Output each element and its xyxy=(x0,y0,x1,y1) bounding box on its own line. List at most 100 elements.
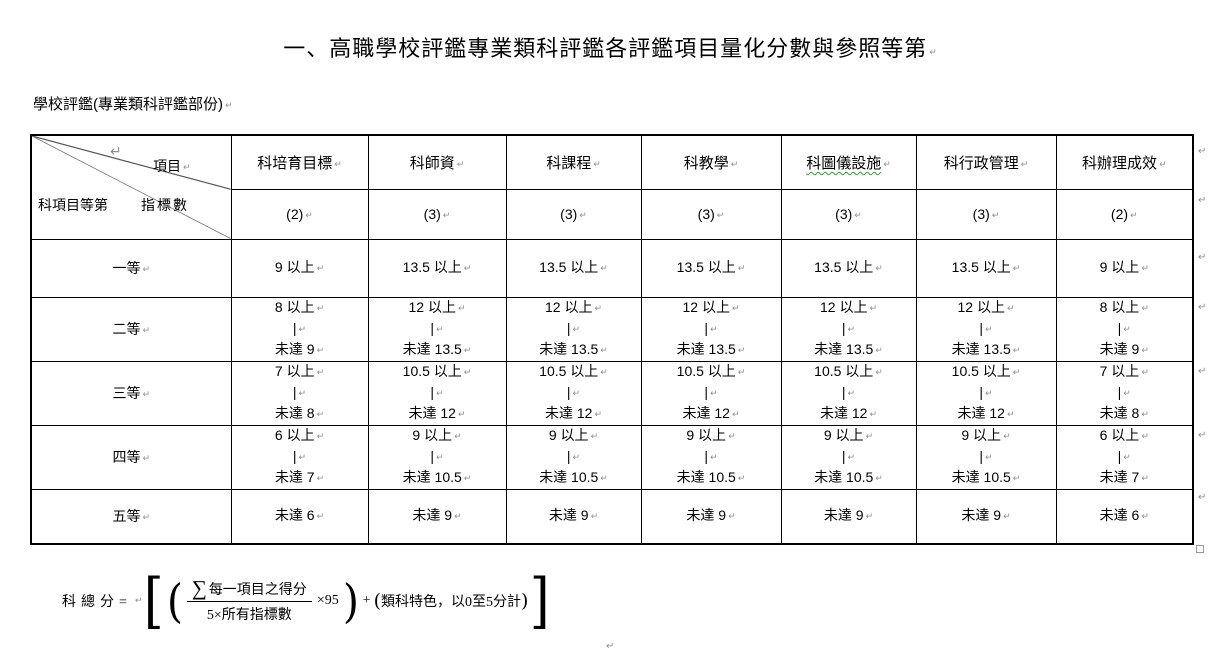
score-range-line: 9 以上 ↵ xyxy=(1057,258,1193,279)
column-header-label: 科師資 xyxy=(409,154,455,172)
score-range-line: 未達 13.5 ↵ xyxy=(642,340,781,361)
score-range-line: 9 以上 ↵ xyxy=(782,426,916,447)
score-range-line: 未達 8 ↵ xyxy=(232,404,368,425)
score-range-line: 12 以上 ↵ xyxy=(782,298,916,319)
paragraph-mark: ↵ xyxy=(710,388,718,399)
paragraph-mark: ↵ xyxy=(737,367,746,378)
column-header-label: 科培育目標 xyxy=(257,154,333,172)
score-range-cell: 未達 9 ↵ xyxy=(367,488,507,545)
paragraph-mark: ↵ xyxy=(316,431,325,442)
score-range-line: 9 以上 ↵ xyxy=(642,426,781,447)
score-range-text: 6 以上 xyxy=(1099,426,1140,443)
score-range-text: 未達 12 xyxy=(682,404,730,421)
score-range-line: 未達 10.5 ↵ xyxy=(507,468,641,489)
corner-row-axis-label: 科項目等第 xyxy=(38,197,108,213)
paragraph-mark: ↵ xyxy=(600,473,608,484)
table-row: 五等 ↵ 未達 6 ↵ 未達 9 ↵ 未達 9 ↵ 未達 9 ↵ 未達 9 ↵ 未達 9 ↵ 未達 6 ↵ xyxy=(30,488,1194,545)
paragraph-mark: ↵ xyxy=(1141,367,1149,378)
score-range-line: 未達 10.5 ↵ xyxy=(917,468,1056,489)
fraction-numerator: ∑ 每一項目之得分 xyxy=(186,578,312,602)
paragraph-mark: ↵ xyxy=(737,473,746,484)
score-range-line: 12 以上 ↵ xyxy=(917,298,1056,319)
score-range-text: 9 以上 xyxy=(686,426,727,443)
score-range-line: | ↵ xyxy=(642,319,781,340)
score-range-line: | ↵ xyxy=(1057,319,1193,340)
score-range-text: 10.5 以上 xyxy=(814,362,874,379)
score-range-cell: 未達 6 ↵ xyxy=(1055,488,1194,545)
column-header: 科課程 ↵ xyxy=(505,134,642,190)
score-range-text: 未達 9 xyxy=(412,506,453,523)
table-resize-handle xyxy=(1196,545,1204,553)
score-range-cell: 12 以上 ↵ | ↵ 未達 13.5 ↵ xyxy=(505,296,642,362)
score-range-text: | xyxy=(704,319,709,336)
score-range-text: | xyxy=(841,383,846,400)
score-range-line: | ↵ xyxy=(369,383,506,404)
score-range-cell: 未達 9 ↵ xyxy=(780,488,917,545)
score-range-text: 未達 10.5 xyxy=(951,468,1011,485)
score-range-text: | xyxy=(979,447,984,464)
paragraph-mark: ↵ xyxy=(847,452,856,463)
score-range-text: | xyxy=(979,319,984,336)
multiplier: ×95 xyxy=(316,593,339,608)
score-range-text: 13.5 以上 xyxy=(402,258,462,275)
corner-col-axis-label: 項目 ↵ xyxy=(153,158,191,174)
paragraph-mark: ↵ xyxy=(1198,430,1207,441)
score-range-cell: 10.5 以上 ↵ | ↵ 未達 12 ↵ xyxy=(915,360,1057,426)
score-range-text: 未達 7 xyxy=(1099,468,1140,485)
score-range-text: 未達 6 xyxy=(274,506,315,523)
score-range-line: 7 以上 ↵ xyxy=(1057,362,1193,383)
paragraph-mark: ↵ xyxy=(1123,388,1131,399)
score-range-text: 12 以上 xyxy=(682,298,730,315)
paragraph-mark: ↵ xyxy=(985,452,993,463)
grade-cell: 三等 ↵ xyxy=(30,360,232,426)
score-range-text: 未達 9 xyxy=(686,506,727,523)
evaluation-table: ↵ 項目 ↵ 科項目等第 指標數 科培育目標 ↵ 科師資 ↵ 科課程 ↵ 科教學 ↵ 科圖儀設施 ↵ 科行政管… xyxy=(30,134,1194,545)
score-range-line: 未達 9 ↵ xyxy=(917,506,1056,527)
score-range-text: 13.5 以上 xyxy=(539,258,599,275)
score-range-text: | xyxy=(566,383,571,400)
paragraph-mark: ↵ xyxy=(454,431,462,442)
paragraph-mark: ↵ xyxy=(1012,345,1021,356)
paragraph-mark: ↵ xyxy=(1158,159,1167,170)
indicator-count-cell: (3) ↵ xyxy=(915,188,1057,240)
paragraph-mark: ↵ xyxy=(865,431,874,442)
page-subtitle: 學校評鑑(專業類科評鑑部份) ↵ xyxy=(33,93,233,114)
score-range-line: | ↵ xyxy=(507,319,641,340)
paragraph-mark: ↵ xyxy=(875,345,883,356)
score-range-line: 13.5 以上 ↵ xyxy=(642,258,781,279)
paragraph-mark: ↵ xyxy=(463,345,472,356)
paragraph-mark: ↵ xyxy=(298,388,307,399)
indicator-count-cell: (3) ↵ xyxy=(640,188,782,240)
column-header: 科行政管理 ↵ xyxy=(915,134,1057,190)
score-range-text: 6 以上 xyxy=(274,426,315,443)
paragraph-mark: ↵ xyxy=(572,452,581,463)
paragraph-mark: ↵ xyxy=(316,367,325,378)
score-range-text: | xyxy=(704,383,709,400)
score-range-cell: 10.5 以上 ↵ | ↵ 未達 12 ↵ xyxy=(780,360,917,426)
score-range-line: 10.5 以上 ↵ xyxy=(917,362,1056,383)
paragraph-mark: ↵ xyxy=(142,390,151,400)
paragraph-mark: ↵ xyxy=(298,452,307,463)
column-header: 科圖儀設施 ↵ xyxy=(780,134,917,190)
score-range-text: | xyxy=(704,447,709,464)
fraction-denominator: 5×所有指標數 xyxy=(206,608,292,623)
grade-cell: 五等 ↵ xyxy=(30,488,232,545)
score-range-cell: 9 以上 ↵ | ↵ 未達 10.5 ↵ xyxy=(640,424,782,490)
indicator-count: (2) xyxy=(1110,206,1129,222)
score-range-text: 未達 13.5 xyxy=(951,340,1011,357)
score-range-cell: 12 以上 ↵ | ↵ 未達 13.5 ↵ xyxy=(640,296,782,362)
paragraph-mark: ↵ xyxy=(1198,366,1207,377)
indicator-count-cell: (3) ↵ xyxy=(780,188,917,240)
score-range-line: | ↵ xyxy=(642,383,781,404)
score-range-text: 未達 10.5 xyxy=(814,468,874,485)
score-range-cell: 7 以上 ↵ | ↵ 未達 8 ↵ xyxy=(1055,360,1194,426)
paragraph-mark: ↵ xyxy=(142,454,151,464)
column-header-label: 科行政管理 xyxy=(943,154,1019,172)
score-range-text: 未達 13.5 xyxy=(814,340,874,357)
score-range-line: 未達 7 ↵ xyxy=(232,468,368,489)
score-range-cell: 8 以上 ↵ | ↵ 未達 9 ↵ xyxy=(230,296,369,362)
score-range-line: 9 以上 ↵ xyxy=(917,426,1056,447)
page-title-text: 一、高職學校評鑑專業類科評鑑各評鑑項目量化分數與參照等第 xyxy=(283,36,928,61)
score-range-line: 8 以上 ↵ xyxy=(1057,298,1193,319)
score-range-text: | xyxy=(566,447,571,464)
